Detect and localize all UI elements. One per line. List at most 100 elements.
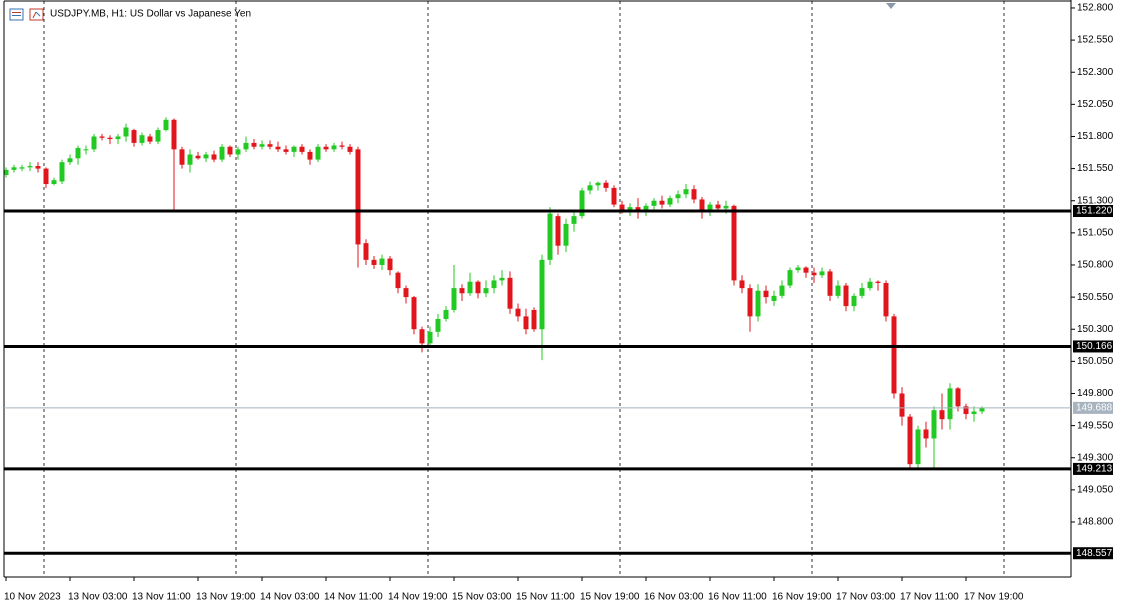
candle-body	[587, 185, 593, 191]
y-tick-label: 152.300	[1077, 67, 1114, 78]
candle-body	[347, 146, 353, 152]
candle-body	[139, 135, 145, 143]
candle-body	[755, 290, 761, 317]
candle-body	[699, 199, 705, 212]
x-tick-label: 16 Nov 11:00	[708, 592, 767, 603]
candle-body	[115, 136, 121, 140]
candle-body	[43, 168, 49, 185]
candle-body	[483, 288, 489, 294]
candle-body	[443, 309, 449, 319]
candle-body	[907, 416, 913, 465]
candle-body	[459, 288, 465, 294]
candle-body	[411, 297, 417, 330]
candle-body	[971, 411, 977, 415]
last-price-label: 149.688	[1076, 403, 1113, 414]
candle-body	[491, 280, 497, 289]
candle-body	[283, 149, 289, 152]
level-label: 150.166	[1076, 341, 1113, 352]
candle-body	[427, 331, 433, 344]
candle-body	[707, 204, 713, 212]
level-box	[1073, 462, 1113, 475]
x-tick-label: 13 Nov 11:00	[132, 592, 191, 603]
candle-body	[499, 277, 505, 281]
candle-body	[851, 295, 857, 307]
candle-body	[435, 318, 441, 332]
level-box	[1073, 205, 1113, 218]
candle-body	[883, 282, 889, 317]
candle-body	[467, 281, 473, 294]
candle-body	[75, 148, 81, 159]
level-box	[1073, 340, 1113, 353]
candle-body	[923, 429, 929, 439]
x-tick-label: 17 Nov 03:00	[836, 592, 896, 603]
candle-body	[915, 429, 921, 465]
candle-body	[843, 285, 849, 307]
candle-body	[723, 205, 729, 209]
candle-body	[763, 290, 769, 298]
candle-body	[403, 288, 409, 298]
candle-body	[195, 155, 201, 159]
candle-body	[331, 145, 337, 150]
y-tick-label: 151.300	[1077, 195, 1114, 206]
candle-body	[747, 288, 753, 317]
candle-body	[827, 271, 833, 296]
candle-body	[379, 258, 385, 265]
level-box	[1073, 547, 1113, 560]
candle-body	[299, 146, 305, 152]
x-tick-label: 14 Nov 19:00	[388, 592, 448, 603]
candle-body	[675, 194, 681, 199]
candle-body	[555, 216, 561, 246]
candle-body	[19, 167, 25, 169]
candle-body	[979, 407, 985, 412]
y-tick-label: 152.800	[1077, 3, 1114, 14]
candle-body	[787, 270, 793, 286]
candle-body	[235, 149, 241, 155]
candle-body	[99, 136, 105, 138]
candle-body	[59, 162, 65, 182]
candle-body	[691, 189, 697, 200]
candle-body	[515, 308, 521, 317]
candle-body	[867, 281, 873, 289]
y-tick-label: 150.800	[1077, 260, 1114, 271]
candle-body	[579, 190, 585, 217]
candle-body	[291, 146, 297, 152]
icon	[29, 8, 44, 21]
x-tick-label: 13 Nov 03:00	[68, 592, 128, 603]
candle-body	[219, 146, 225, 160]
candle-body	[395, 272, 401, 289]
candle-body	[667, 198, 673, 205]
candle-body	[811, 272, 817, 276]
candle-body	[339, 145, 345, 147]
candle-body	[323, 146, 329, 150]
candle-body	[171, 119, 177, 150]
candle-body	[163, 119, 169, 131]
y-tick-label: 151.550	[1077, 163, 1114, 174]
y-tick-label: 149.550	[1077, 420, 1114, 431]
candle-body	[147, 136, 153, 142]
candle-body	[683, 189, 689, 195]
candle-body	[595, 182, 601, 186]
y-tick-label: 150.050	[1077, 356, 1114, 367]
candle-body	[83, 149, 89, 151]
toolbar-icons	[9, 8, 44, 21]
plot	[3, 117, 985, 470]
candle-body	[227, 146, 233, 155]
x-tick-label: 16 Nov 19:00	[772, 592, 832, 603]
icon	[9, 8, 24, 21]
candle-body	[779, 285, 785, 296]
candle-body	[931, 410, 937, 439]
y-tick-label: 152.050	[1077, 99, 1114, 110]
shift-marker	[886, 3, 896, 9]
candle-body	[859, 288, 865, 296]
candle-body	[11, 167, 17, 170]
candle-body	[107, 137, 113, 140]
candle-body	[531, 309, 537, 330]
candle-body	[419, 329, 425, 344]
candle-body	[875, 281, 881, 283]
y-tick-label: 151.800	[1077, 131, 1114, 142]
last-price-box	[1073, 401, 1113, 414]
icon	[32, 11, 37, 19]
candle-body	[3, 169, 9, 176]
candle-body	[539, 259, 545, 330]
candle-body	[315, 146, 321, 160]
